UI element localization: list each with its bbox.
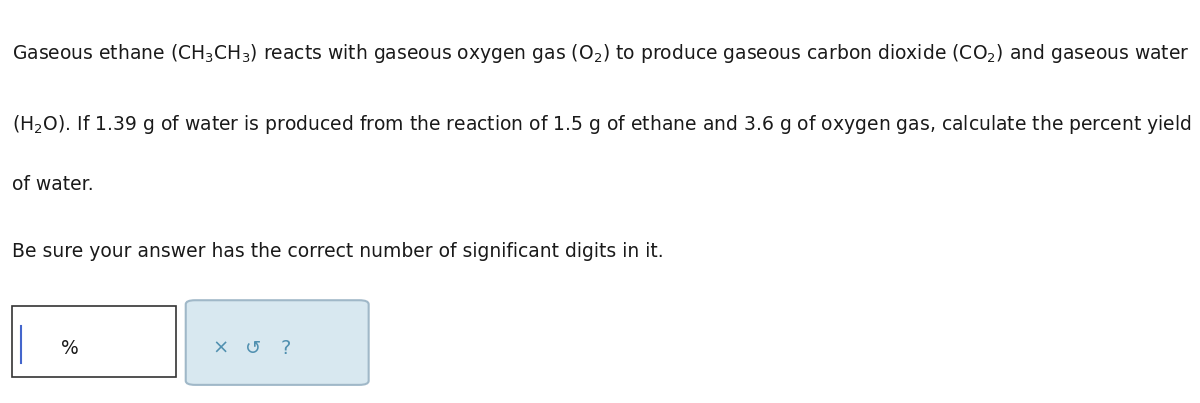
- Text: ×: ×: [212, 339, 229, 358]
- FancyBboxPatch shape: [186, 300, 368, 385]
- Text: Be sure your answer has the correct number of significant digits in it.: Be sure your answer has the correct numb…: [12, 242, 664, 261]
- Text: Gaseous ethane $\left(\mathrm{CH_3CH_3}\right)$ reacts with gaseous oxygen gas $: Gaseous ethane $\left(\mathrm{CH_3CH_3}\…: [12, 42, 1190, 65]
- FancyBboxPatch shape: [12, 306, 176, 377]
- Text: %: %: [61, 339, 79, 358]
- Text: ?: ?: [281, 339, 292, 358]
- Text: ↺: ↺: [245, 339, 262, 358]
- Text: $\left(\mathrm{H_2O}\right)$. If 1.39 g of water is produced from the reaction o: $\left(\mathrm{H_2O}\right)$. If 1.39 g …: [12, 113, 1192, 136]
- Text: of water.: of water.: [12, 175, 94, 194]
